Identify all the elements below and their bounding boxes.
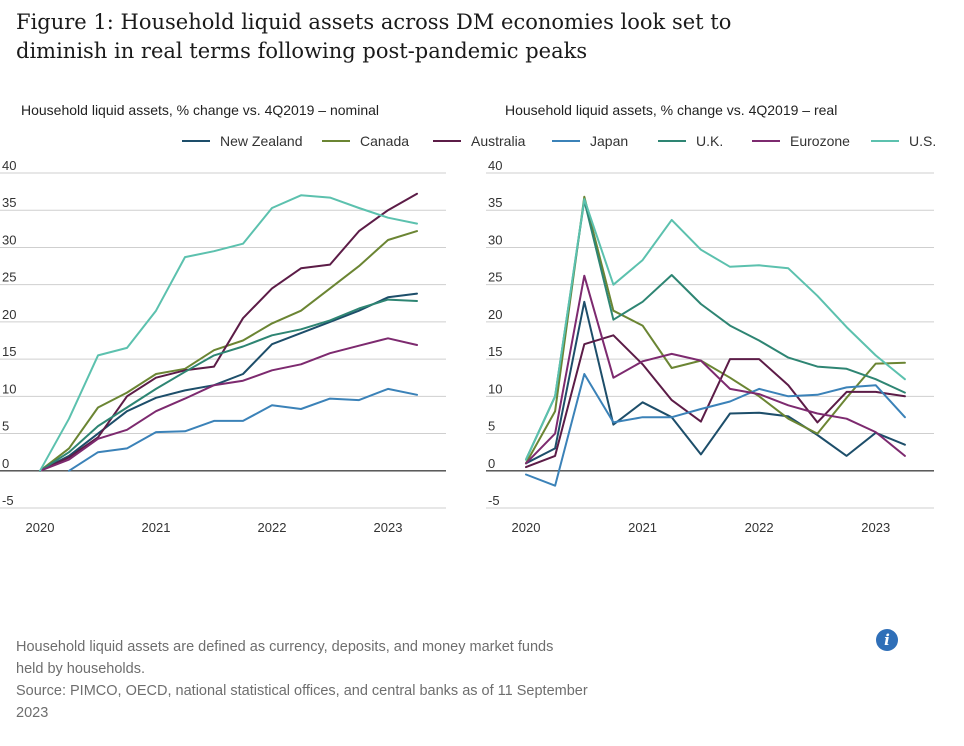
nominal-y-tick-label: 20 [2, 307, 16, 322]
real-x-tick-label: 2020 [512, 520, 541, 535]
footnote-definition-line-1: Household liquid assets are defined as c… [16, 639, 554, 655]
real-y-tick-label: 30 [488, 232, 502, 247]
figure-title-line-2: diminish in real terms following post-pa… [16, 39, 588, 63]
footnote-source-line-1: Source: PIMCO, OECD, national statistica… [16, 683, 588, 699]
real-series-line-eurozone [525, 274, 906, 465]
real-series-line-new-zealand [525, 300, 906, 465]
real-y-tick-label: 40 [488, 160, 502, 173]
nominal-series-line-u-k [39, 298, 418, 472]
legend-swatch-australia [433, 140, 461, 142]
legend-label-uk: U.K. [696, 133, 724, 149]
real-series-line-u-k [525, 199, 906, 461]
real-x-tick-label: 2022 [745, 520, 774, 535]
nominal-y-tick-label: 25 [2, 270, 16, 285]
legend-item-australia: Australia [433, 131, 525, 151]
legend: New Zealand Canada Australia Japan U.K. … [170, 131, 940, 151]
real-y-tick-label: 0 [488, 456, 495, 471]
real-y-tick-label: 20 [488, 307, 502, 322]
real-y-tick-label: 35 [488, 195, 502, 210]
legend-label-us: U.S. [909, 133, 937, 149]
nominal-y-tick-label: 30 [2, 232, 16, 247]
nominal-y-tick-label: -5 [2, 493, 14, 508]
real-x-tick-label: 2023 [861, 520, 890, 535]
real-chart: -5 0 5 10 15 20 25 30 35 40 2020 2021 2022 2023 [486, 160, 934, 535]
nominal-series-line-australia [39, 192, 418, 472]
nominal-x-tick-label: 2023 [374, 520, 403, 535]
nominal-x-tick-label: 2021 [142, 520, 171, 535]
nominal-y-tick-label: 35 [2, 195, 16, 210]
real-y-tick-label: 5 [488, 419, 495, 434]
nominal-series-line-japan [68, 387, 418, 472]
legend-item-eurozone: Eurozone [752, 131, 850, 151]
real-series-line-canada [525, 195, 906, 465]
legend-item-canada: Canada [322, 131, 409, 151]
footnote-definition-line-2: held by households. [16, 661, 145, 677]
nominal-y-tick-label: 0 [2, 456, 9, 471]
nominal-series-line-eurozone [39, 337, 418, 472]
left-chart-title: Household liquid assets, % change vs. 4Q… [21, 102, 379, 118]
nominal-series-line-u-s [39, 194, 418, 472]
figure-title-line-1: Figure 1: Household liquid assets across… [16, 10, 732, 34]
legend-swatch-japan [552, 140, 580, 142]
figure-title: Figure 1: Household liquid assets across… [16, 8, 736, 66]
real-series-line-australia [525, 334, 906, 469]
nominal-y-tick-label: 5 [2, 419, 9, 434]
info-icon[interactable]: i [876, 629, 898, 651]
real-y-tick-label: 25 [488, 270, 502, 285]
legend-label-new-zealand: New Zealand [220, 133, 303, 149]
nominal-series-line-canada [39, 230, 418, 472]
footnote: Household liquid assets are defined as c… [16, 636, 636, 724]
legend-swatch-canada [322, 140, 350, 142]
legend-item-new-zealand: New Zealand [182, 131, 303, 151]
legend-swatch-us [871, 140, 899, 142]
nominal-x-tick-label: 2020 [26, 520, 55, 535]
legend-item-uk: U.K. [658, 131, 723, 151]
legend-swatch-eurozone [752, 140, 780, 142]
right-chart-title: Household liquid assets, % change vs. 4Q… [505, 102, 838, 118]
legend-label-japan: Japan [590, 133, 629, 149]
legend-label-australia: Australia [471, 133, 526, 149]
nominal-y-tick-label: 15 [2, 344, 16, 359]
legend-item-japan: Japan [552, 131, 628, 151]
charts-area: -5 0 5 10 15 20 25 30 35 40 2020 2021 2022 2023 -5 0 5 1… [0, 160, 934, 535]
legend-item-us: U.S. [871, 131, 936, 151]
nominal-chart: -5 0 5 10 15 20 25 30 35 40 2020 2021 2022 2023 [0, 160, 446, 535]
real-series-line-u-s [525, 198, 906, 461]
legend-swatch-uk [658, 140, 686, 142]
nominal-x-tick-label: 2022 [258, 520, 287, 535]
nominal-y-tick-label: 40 [2, 160, 16, 173]
legend-label-canada: Canada [360, 133, 410, 149]
legend-swatch-new-zealand [182, 140, 210, 142]
real-y-tick-label: 15 [488, 344, 502, 359]
real-x-tick-label: 2021 [628, 520, 657, 535]
real-y-tick-label: 10 [488, 381, 502, 396]
footnote-source-line-2: 2023 [16, 705, 49, 721]
real-y-tick-label: -5 [488, 493, 500, 508]
legend-label-eurozone: Eurozone [790, 133, 850, 149]
nominal-y-tick-label: 10 [2, 381, 16, 396]
real-series-line-japan [525, 373, 906, 487]
